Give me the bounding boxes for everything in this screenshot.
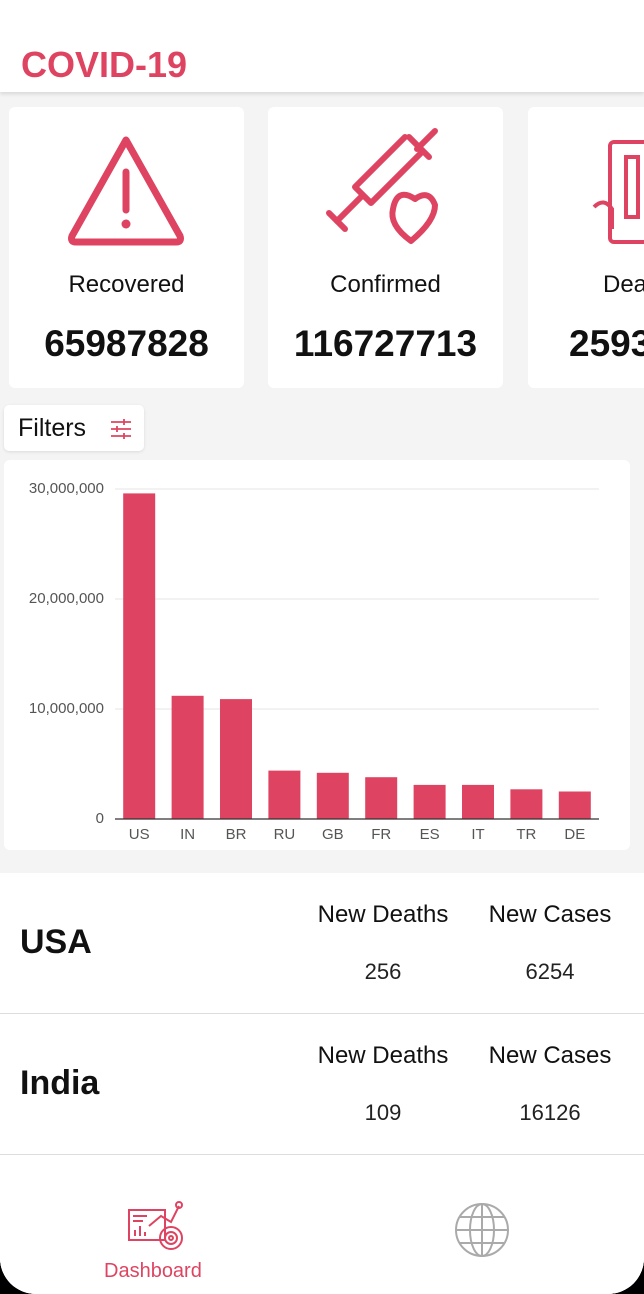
bottom-nav: Dashboard xyxy=(0,1180,644,1294)
bar-chart: 0 10,000,000 20,000,000 30,000,000 US IN BR RU G… xyxy=(29,480,599,843)
y-tick-label: 10,000,000 xyxy=(29,700,104,717)
card-label: Confirmed xyxy=(330,271,441,298)
filters-button[interactable]: Filters xyxy=(4,405,144,451)
x-tick-label: DE xyxy=(564,826,585,843)
header: COVID-19 xyxy=(0,0,644,92)
bar xyxy=(413,784,446,819)
cases-value: 6254 xyxy=(525,959,575,984)
x-tick-label: GB xyxy=(322,826,344,843)
bar xyxy=(558,791,591,819)
country-row[interactable]: USA New Deaths New Cases 256 6254 xyxy=(0,873,644,1014)
x-tick-label: US xyxy=(129,826,150,843)
bar xyxy=(462,784,494,819)
card-value: 65987828 xyxy=(44,323,209,364)
deaths-heading: New Deaths xyxy=(317,901,449,928)
filters-label: Filters xyxy=(18,414,87,442)
bar xyxy=(510,789,543,819)
bar xyxy=(171,695,204,819)
y-tick-label: 20,000,000 xyxy=(29,590,104,607)
cases-heading: New Cases xyxy=(488,901,612,928)
chart-panel: 0 10,000,000 20,000,000 30,000,000 US IN BR RU G… xyxy=(4,460,630,850)
vaccine-icon xyxy=(326,128,438,244)
x-tick-label: IN xyxy=(180,826,195,843)
bar xyxy=(123,493,156,819)
y-tick-label: 0 xyxy=(96,810,104,827)
card-label: Recovered xyxy=(68,271,185,298)
x-tick-label: FR xyxy=(371,826,391,843)
card-label: Dea xyxy=(603,271,644,298)
deaths-heading: New Deaths xyxy=(317,1042,449,1069)
country-row[interactable]: India New Deaths New Cases 109 16126 xyxy=(0,1014,644,1155)
country-name: USA xyxy=(20,923,92,961)
cases-heading: New Cases xyxy=(488,1042,612,1069)
card-value: 116727713 xyxy=(293,323,478,364)
bar xyxy=(365,777,398,819)
deaths-value: 109 xyxy=(364,1100,402,1125)
x-tick-label: BR xyxy=(226,826,247,843)
bar xyxy=(316,772,349,819)
bar xyxy=(268,770,301,819)
report-icon xyxy=(592,140,644,244)
stat-card[interactable]: Confirmed 116727713 xyxy=(268,107,503,388)
nav-label[interactable]: Dashboard xyxy=(104,1260,202,1282)
dashboard-icon[interactable] xyxy=(125,1198,189,1262)
x-tick-label: RU xyxy=(274,826,296,843)
y-tick-label: 30,000,000 xyxy=(29,480,104,497)
bar xyxy=(220,699,252,819)
stat-card[interactable]: Dea 2593 xyxy=(528,107,644,388)
filter-icon xyxy=(111,419,131,439)
country-name: India xyxy=(20,1064,100,1102)
globe-icon[interactable] xyxy=(452,1200,512,1260)
warning-icon xyxy=(68,136,184,246)
x-tick-label: IT xyxy=(471,826,484,843)
x-tick-label: ES xyxy=(420,826,440,843)
deaths-value: 256 xyxy=(364,959,402,984)
card-value: 2593 xyxy=(569,323,644,364)
app-title: COVID-19 xyxy=(21,44,188,85)
cases-value: 16126 xyxy=(519,1100,581,1125)
stat-card[interactable]: Recovered 65987828 xyxy=(9,107,244,388)
x-tick-label: TR xyxy=(516,826,536,843)
